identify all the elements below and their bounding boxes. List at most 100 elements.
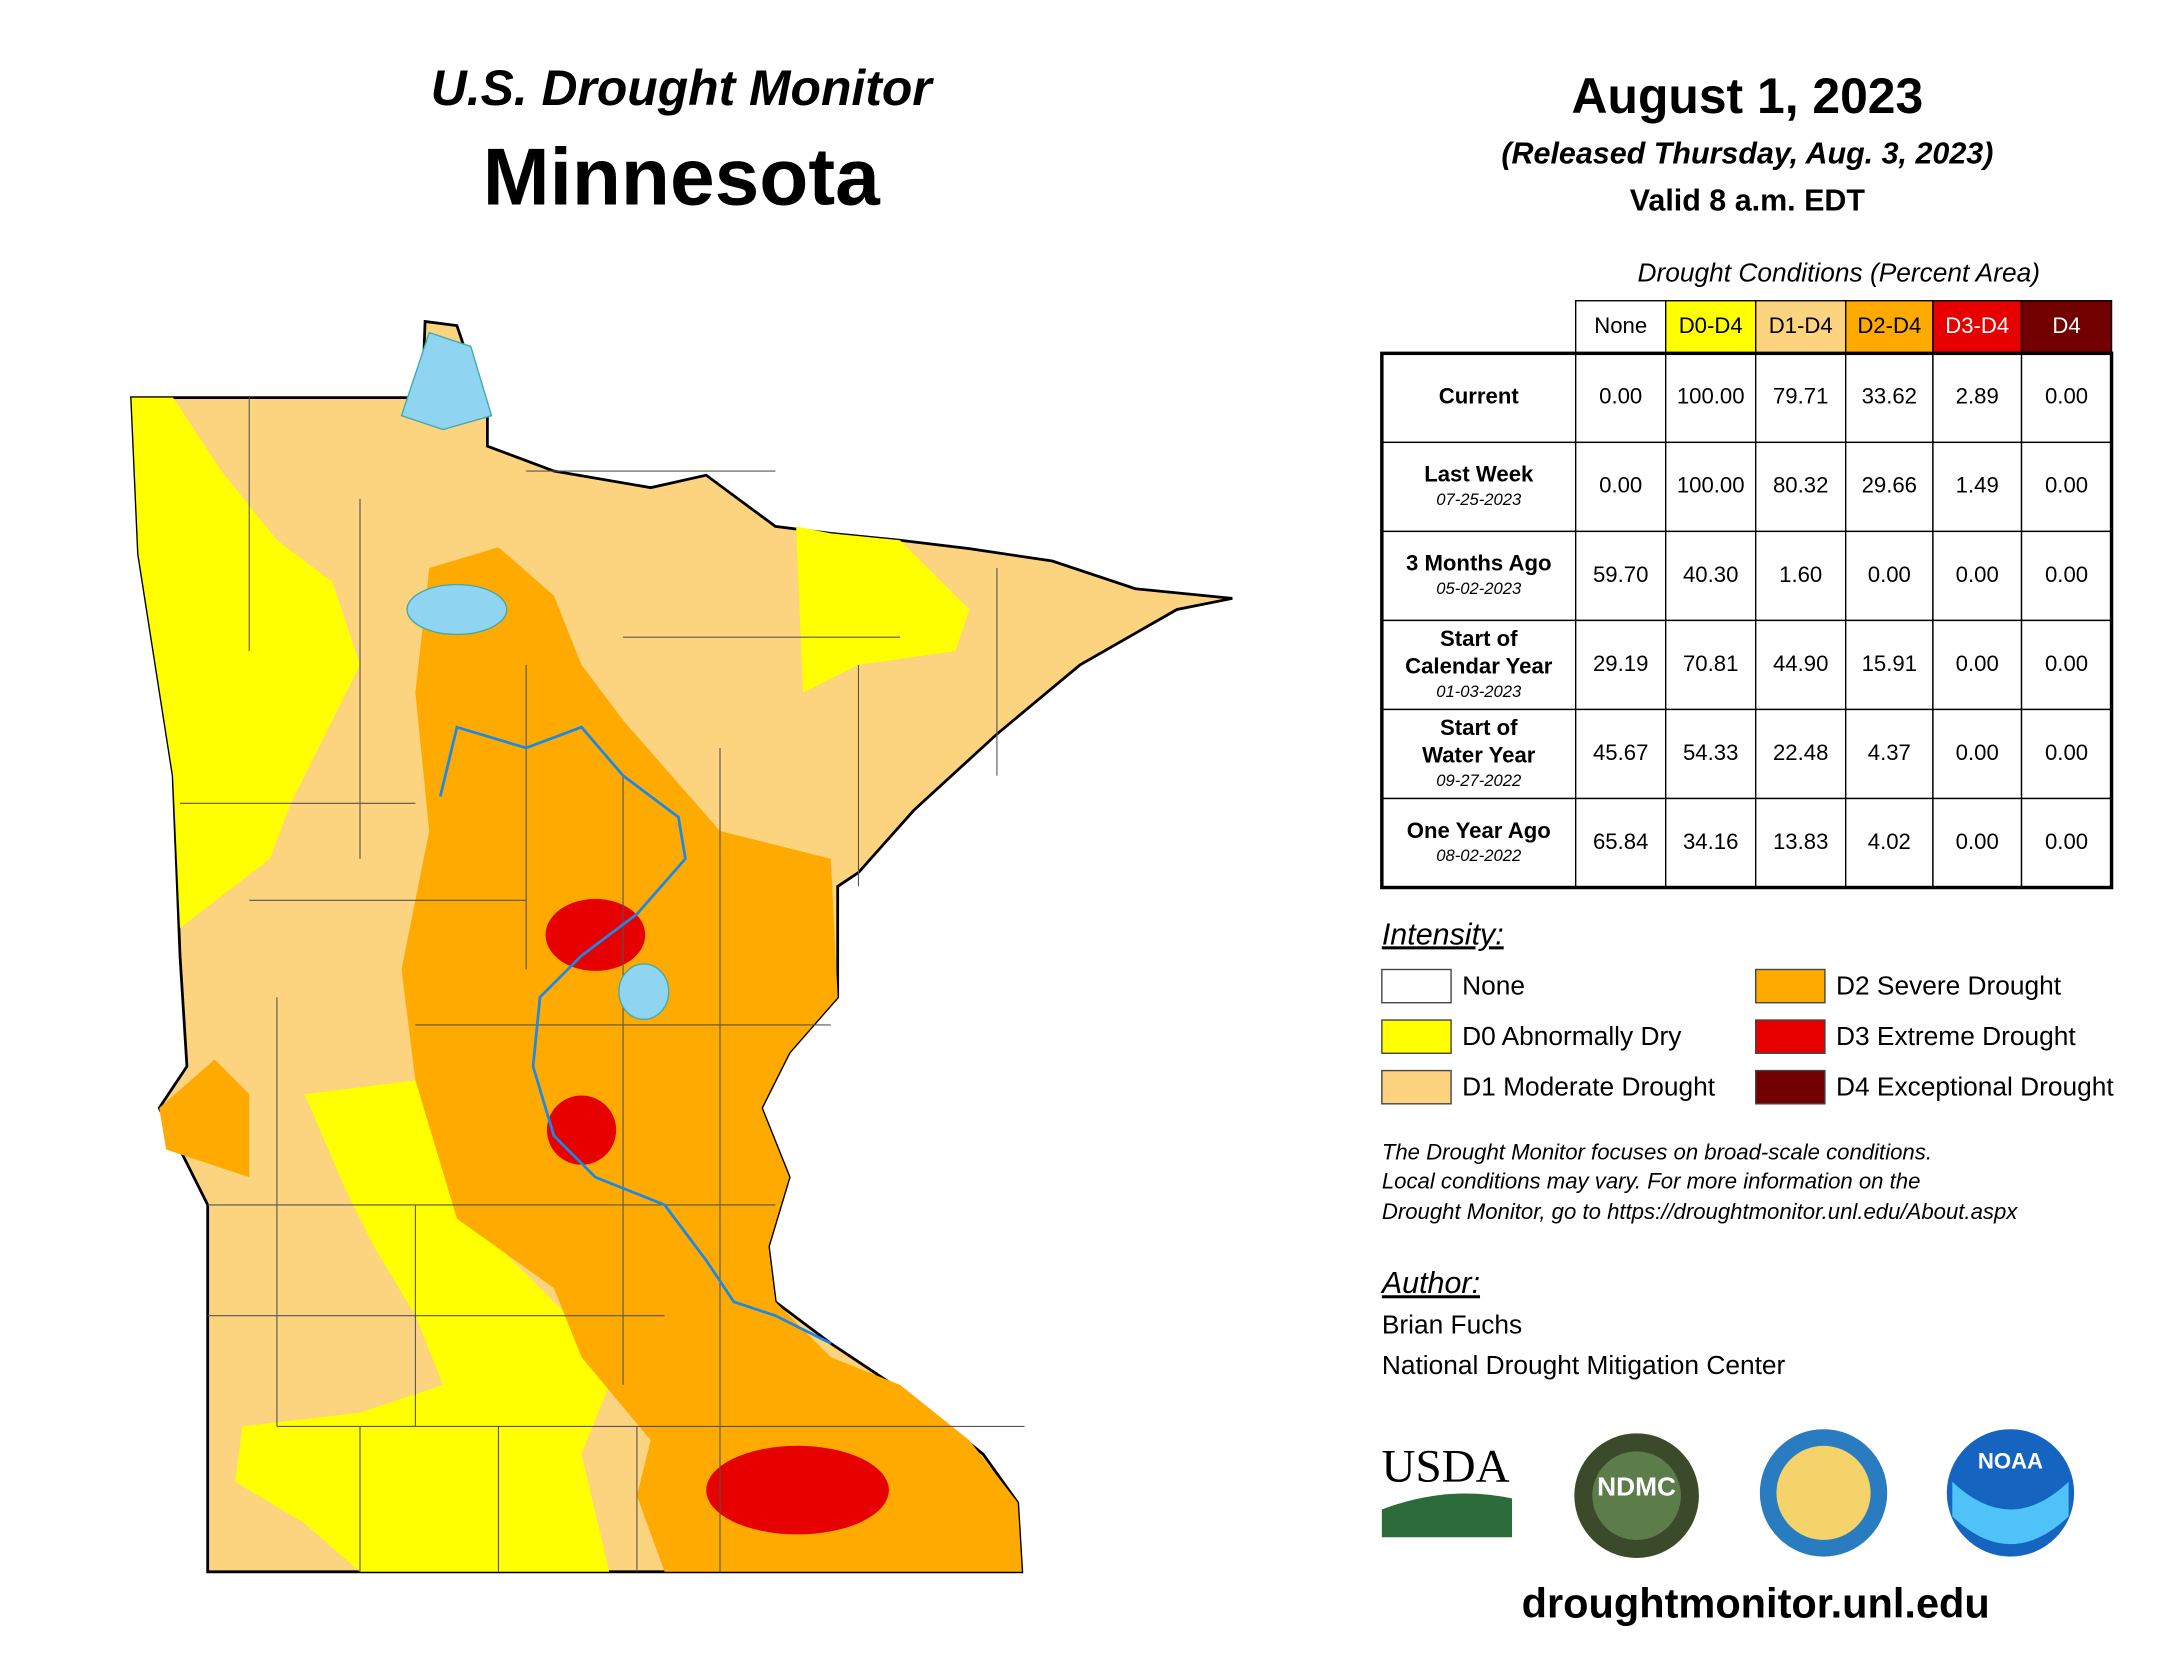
column-header-cell: [1755, 300, 1847, 355]
table-cell: [1844, 619, 1934, 711]
table-value: 100.00: [1677, 384, 1745, 409]
row-date: 05-02-2023: [1436, 579, 1522, 598]
row-label: Last Week: [1424, 462, 1534, 487]
column-header: D2-D4: [1857, 313, 1921, 338]
table-value: 40.30: [1683, 562, 1738, 587]
red-lake: [406, 583, 508, 636]
table-value: 22.48: [1773, 740, 1828, 765]
table-cell: [1755, 797, 1847, 889]
table-value: 0.00: [2045, 384, 2088, 409]
table-cell: [1932, 441, 2023, 533]
legend-swatch: [1754, 1069, 1826, 1105]
table-cell: [1755, 352, 1847, 444]
table-value: 34.16: [1683, 829, 1738, 854]
date: August 1, 2023: [1572, 68, 1924, 124]
legend-label: D1 Moderate Drought: [1462, 1072, 1716, 1102]
table-cell: [1575, 352, 1667, 444]
row-date: 07-25-2023: [1436, 490, 1522, 509]
row-label: Start of: [1440, 626, 1518, 651]
table-value: 0.00: [2045, 473, 2088, 498]
commerce-inner: [1776, 1445, 1871, 1540]
table-value: 65.84: [1593, 829, 1648, 854]
row-date: 08-02-2022: [1436, 846, 1521, 865]
d3-area: [546, 1095, 617, 1165]
table-cell: [1575, 530, 1667, 622]
noaa-wave: [1952, 1481, 2069, 1545]
table-value: 59.70: [1593, 562, 1648, 587]
row-label: Calendar Year: [1405, 654, 1553, 679]
table-value: 0.00: [1868, 562, 1911, 587]
row-label: Water Year: [1422, 743, 1536, 768]
column-header: D1-D4: [1769, 313, 1833, 338]
table-value: 0.00: [1956, 740, 1999, 765]
table-value: 1.49: [1956, 473, 1999, 498]
author-org: National Drought Mitigation Center: [1382, 1350, 1786, 1380]
column-header: D3-D4: [1945, 313, 2009, 338]
mississippi-river: [438, 725, 832, 1345]
footer-url: droughtmonitor.unl.edu: [1522, 1579, 1990, 1626]
table-value: 54.33: [1683, 740, 1738, 765]
mille-lacs: [618, 963, 670, 1021]
table-cell: [1844, 530, 1934, 622]
table-value: 45.67: [1593, 740, 1648, 765]
lake-of-the-woods: [400, 331, 493, 431]
table-cell: [2020, 352, 2113, 444]
table-cell: [1932, 352, 2023, 444]
row-label-cell: [1381, 530, 1577, 622]
row-label: Start of: [1440, 715, 1518, 740]
table-caption: Drought Conditions (Percent Area): [1638, 257, 2040, 287]
table-cell: [1665, 797, 1757, 889]
table-value: 33.62: [1862, 384, 1917, 409]
legend-swatch: [1754, 968, 1826, 1004]
noaa-text: NOAA: [1978, 1448, 2043, 1473]
table-value: 0.00: [1956, 651, 1999, 676]
table-cell: [2020, 619, 2113, 711]
table-cell: [1755, 441, 1847, 533]
table-cell: [1665, 708, 1757, 800]
usda-logo: USDA: [1381, 1441, 1509, 1493]
table-cell: [1844, 441, 1934, 533]
table-value: 0.00: [2045, 740, 2088, 765]
table-cell: [1665, 352, 1757, 444]
column-header-cell: [2020, 300, 2113, 355]
table-value: 0.00: [2045, 829, 2088, 854]
table-cell: [2020, 441, 2113, 533]
legend-label: None: [1462, 970, 1525, 1000]
column-header-cell: [1844, 300, 1934, 355]
table-value: 13.83: [1773, 829, 1828, 854]
ndmc-inner: [1592, 1451, 1681, 1540]
table-value: 100.00: [1677, 473, 1745, 498]
table-cell: [1575, 797, 1667, 889]
table-value: 15.91: [1862, 651, 1917, 676]
row-label: Current: [1439, 384, 1520, 409]
legend-swatch: [1754, 1019, 1826, 1054]
table-cell: [1844, 797, 1934, 889]
table-value: 79.71: [1773, 384, 1828, 409]
valid: Valid 8 a.m. EDT: [1630, 183, 1866, 217]
row-label: 3 Months Ago: [1406, 551, 1552, 576]
row-label-cell: [1381, 352, 1577, 444]
d3-area: [545, 898, 646, 971]
state-name: Minnesota: [483, 132, 881, 222]
table-cell: [1755, 619, 1847, 711]
d2-central: [401, 547, 1022, 1572]
column-header-cell: [1665, 300, 1757, 355]
note-line: The Drought Monitor focuses on broad-sca…: [1382, 1139, 1932, 1164]
row-label-cell: [1381, 441, 1577, 533]
table-value: 4.37: [1868, 740, 1911, 765]
table-value: 0.00: [1956, 829, 1999, 854]
logos: USDA NDMC NOAA: [1381, 1429, 2075, 1558]
row-label: One Year Ago: [1407, 818, 1551, 843]
usda-field: [1381, 1493, 1512, 1538]
legend-label: D2 Severe Drought: [1836, 970, 2062, 1000]
table-value: 1.60: [1779, 562, 1822, 587]
table-cell: [1932, 708, 2023, 800]
table-cell: [2020, 530, 2113, 622]
column-header: D0-D4: [1679, 313, 1743, 338]
table-cell: [1932, 530, 2023, 622]
author-title: Author:: [1380, 1266, 1480, 1300]
table-value: 44.90: [1773, 651, 1828, 676]
legend-title: Intensity:: [1382, 917, 1504, 951]
d0-southwest: [235, 1080, 610, 1572]
d2-west: [159, 1059, 250, 1178]
